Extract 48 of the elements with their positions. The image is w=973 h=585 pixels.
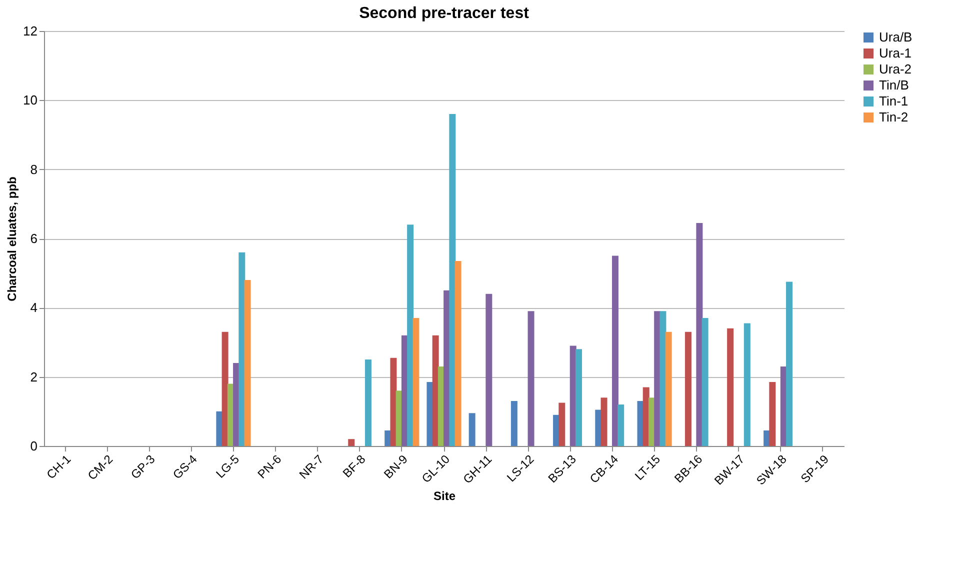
y-tick-label: 10 <box>23 92 38 108</box>
bar <box>222 332 228 446</box>
legend-label: Ura/B <box>879 30 912 44</box>
bar <box>600 398 608 446</box>
bar <box>238 252 246 446</box>
bar <box>412 318 420 446</box>
bar <box>575 349 582 446</box>
bar <box>665 332 672 446</box>
bar <box>744 323 750 446</box>
chart-title: Second pre-tracer test <box>359 5 530 22</box>
x-axis-title: Site <box>433 489 456 504</box>
legend-label: Tin-1 <box>879 94 908 108</box>
bar <box>468 413 476 446</box>
bar <box>727 328 734 446</box>
bar <box>786 282 793 446</box>
bar <box>216 411 223 446</box>
y-tick-label: 6 <box>30 231 38 246</box>
bar <box>449 114 456 446</box>
bar <box>618 404 624 446</box>
bar <box>769 382 776 446</box>
bar <box>364 360 372 446</box>
bar <box>660 311 666 446</box>
legend-label: Tin-2 <box>879 110 908 124</box>
bar <box>684 332 692 446</box>
y-tick-label: 0 <box>30 438 38 454</box>
y-tick-label: 12 <box>23 24 38 38</box>
bar <box>390 358 397 446</box>
bar <box>696 222 703 446</box>
legend-label: Ura-1 <box>879 46 912 60</box>
bar <box>612 256 618 446</box>
bar <box>244 280 251 446</box>
bar <box>510 401 518 446</box>
y-tick-label: 4 <box>30 300 38 316</box>
bar <box>348 439 355 446</box>
bar <box>528 311 534 446</box>
bar <box>454 260 462 446</box>
legend-label: Ura-2 <box>879 62 912 76</box>
bar <box>702 318 708 446</box>
y-axis-title: Charcoal eluates, ppb <box>5 176 20 302</box>
bar <box>426 382 434 446</box>
bar <box>637 401 644 446</box>
bar <box>595 410 602 446</box>
bar <box>407 224 414 446</box>
y-tick-label: 8 <box>30 162 38 177</box>
legend-label: Tin/B <box>879 78 909 92</box>
y-tick-label: 2 <box>30 369 38 384</box>
bar <box>558 402 566 446</box>
bar <box>486 294 492 446</box>
